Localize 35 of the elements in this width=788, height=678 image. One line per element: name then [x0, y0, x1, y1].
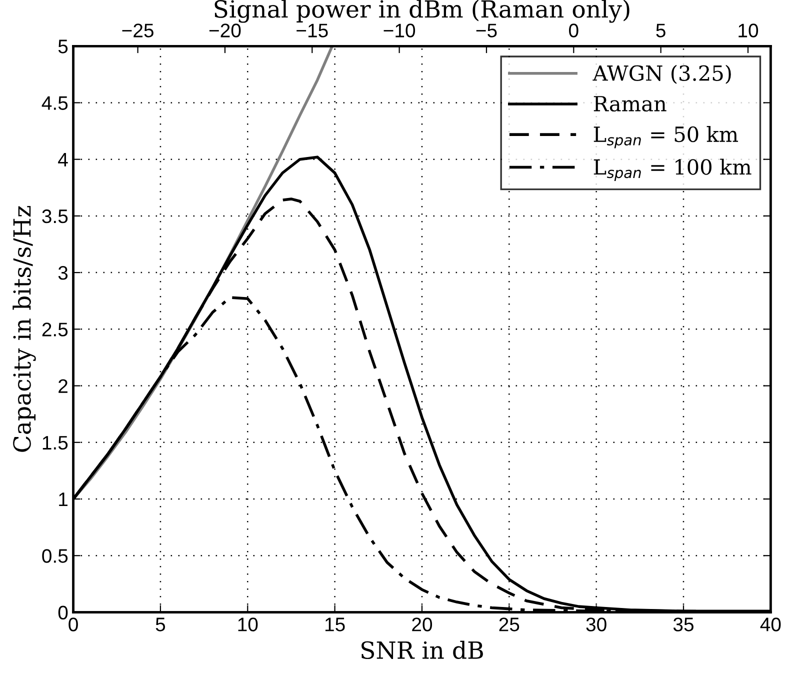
legend-label: L$_{span}$ = 50 km	[594, 126, 738, 148]
x-tick-label: 20	[412, 618, 432, 632]
x-tick-label: 15	[325, 618, 345, 632]
x-tick-label: 0	[68, 618, 78, 632]
x2-tick-label: −25	[122, 24, 154, 38]
y-tick-label: 5	[58, 40, 68, 54]
y-tick-label: 1	[59, 492, 68, 506]
legend-label: L$_{span}$ = 100 km	[594, 158, 752, 181]
x-tick-label: 40	[760, 618, 781, 632]
x2-tick-label: 5	[656, 24, 666, 38]
x-tick-label: 25	[499, 618, 520, 632]
legend-label: Raman	[594, 96, 666, 112]
x2-tick-label: −10	[384, 24, 416, 38]
x2-tick-label: −5	[476, 24, 497, 38]
x2-tick-label: −20	[209, 24, 241, 38]
x-axis-title: SNR in dB	[362, 640, 483, 660]
y-tick-label: 0.5	[42, 549, 68, 563]
y-tick-label: 3	[58, 266, 68, 280]
y-tick-label: 4	[58, 153, 68, 166]
x-tick-label: 5	[156, 618, 166, 632]
x2-axis-title: Signal power in dBm (Raman only)	[214, 0, 630, 23]
x-tick-label: 35	[673, 618, 694, 632]
x2-tick-label: −15	[296, 24, 328, 38]
y-axis-title: Capacity in bits/s/Hz	[12, 206, 36, 452]
y-tick-label: 2.5	[42, 322, 68, 336]
x2-tick-label: 0	[569, 24, 578, 38]
y-tick-label: 4.5	[42, 96, 68, 110]
x-tick-label: 30	[586, 618, 606, 632]
y-tick-label: 1.5	[42, 436, 68, 450]
legend-label: AWGN (3.25)	[592, 64, 731, 84]
x2-tick-label: 10	[738, 24, 758, 38]
y-tick-label: 3.5	[42, 209, 68, 224]
y-tick-label: 0	[58, 606, 68, 620]
y-tick-label: 2	[58, 379, 68, 393]
x-tick-label: 10	[238, 618, 258, 632]
